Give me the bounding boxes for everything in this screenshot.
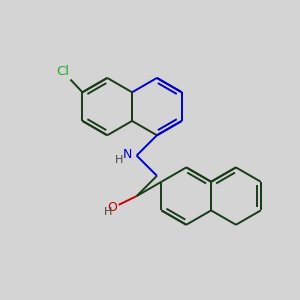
- Text: Cl: Cl: [56, 65, 69, 78]
- Text: N: N: [123, 148, 133, 161]
- Text: O: O: [107, 201, 117, 214]
- Text: H: H: [104, 207, 112, 217]
- Text: H: H: [115, 154, 123, 164]
